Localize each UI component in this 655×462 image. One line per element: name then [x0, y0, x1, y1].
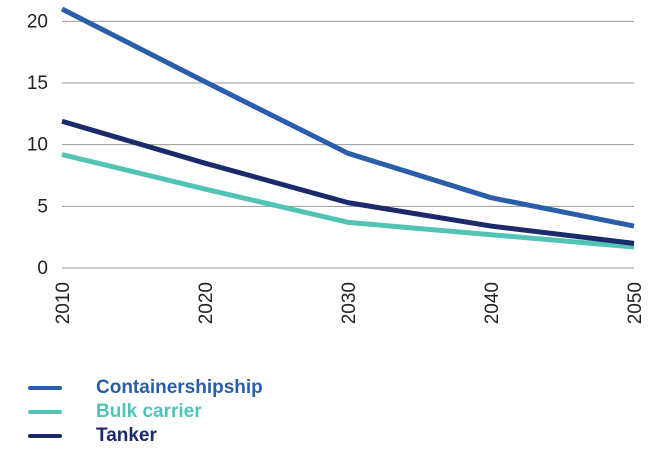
line-chart: 0 5 10 15 20 2010 2020 2030 2040 2050 — [27, 6, 646, 324]
y-tick-label: 5 — [37, 196, 48, 217]
x-tick-label: 2020 — [196, 282, 217, 324]
x-axis-ticks: 2010 2020 2030 2040 2050 — [53, 282, 646, 324]
x-tick-label: 2050 — [625, 282, 646, 324]
legend-item-containershipship: Containershipship — [28, 376, 263, 400]
y-tick-label: 20 — [27, 11, 48, 32]
legend-label-containershipship: Containershipship — [96, 377, 263, 398]
legend-item-bulk-carrier: Bulk carrier — [28, 400, 263, 424]
legend-swatch-bulk-carrier — [28, 410, 62, 414]
legend-swatch-tanker — [28, 434, 62, 438]
legend-swatch-containershipship — [28, 386, 62, 390]
y-tick-label: 10 — [27, 135, 48, 156]
y-tick-label: 0 — [37, 258, 48, 279]
x-tick-label: 2010 — [53, 282, 74, 324]
legend-label-bulk-carrier: Bulk carrier — [96, 401, 202, 422]
series-line-bulk-carrier — [61, 152, 635, 250]
legend: Containershipship Bulk carrier Tanker — [28, 376, 263, 448]
y-tick-label: 15 — [27, 73, 48, 94]
x-tick-label: 2030 — [339, 282, 360, 324]
x-tick-label: 2040 — [482, 282, 503, 324]
series-line-containershipship — [60, 6, 635, 229]
series-lines — [60, 6, 635, 250]
legend-label-tanker: Tanker — [96, 425, 157, 446]
series-line-tanker — [61, 118, 635, 246]
y-axis-ticks: 0 5 10 15 20 — [27, 11, 48, 279]
legend-item-tanker: Tanker — [28, 424, 263, 448]
